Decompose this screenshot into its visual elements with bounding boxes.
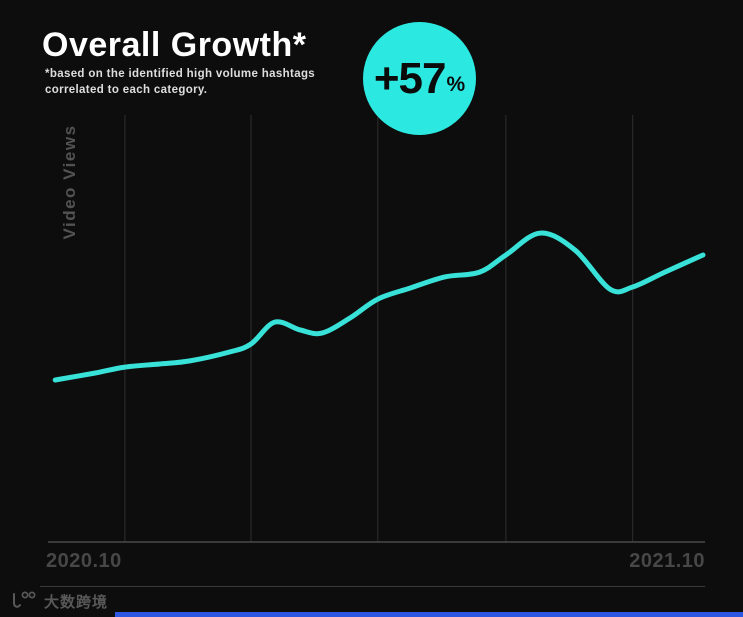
percent-sign: % (446, 72, 466, 96)
footnote-line-1: *based on the identified high volume has… (45, 68, 316, 80)
page-title: Overall Growth* (42, 26, 307, 64)
title-footnote: *based on the identified high volume has… (45, 66, 315, 98)
watermark-logo-icon (13, 591, 36, 608)
watermark-text: 大数跨境 (44, 593, 109, 611)
growth-value: +57 (373, 53, 447, 103)
bottom-blue-bar (115, 612, 743, 617)
x-axis-label-end: 2021.10 (629, 550, 705, 572)
x-axis-label-start: 2020.10 (46, 550, 122, 572)
growth-badge: +57 % (363, 22, 476, 135)
watermark: 大数跨境 (8, 590, 108, 612)
footer-divider (40, 586, 705, 587)
footnote-line-2: correlated to each category. (45, 84, 208, 96)
